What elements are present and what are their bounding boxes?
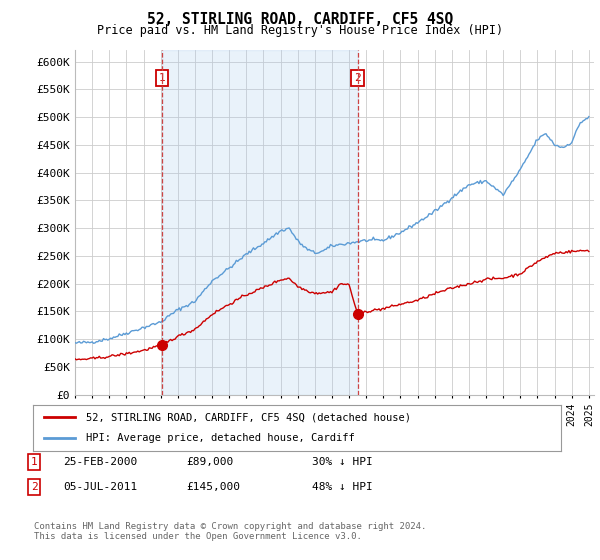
Text: 2: 2	[31, 482, 38, 492]
Text: £89,000: £89,000	[186, 457, 233, 467]
Text: 52, STIRLING ROAD, CARDIFF, CF5 4SQ: 52, STIRLING ROAD, CARDIFF, CF5 4SQ	[147, 12, 453, 27]
Text: Contains HM Land Registry data © Crown copyright and database right 2024.
This d: Contains HM Land Registry data © Crown c…	[34, 522, 427, 542]
Text: 48% ↓ HPI: 48% ↓ HPI	[312, 482, 373, 492]
Text: 52, STIRLING ROAD, CARDIFF, CF5 4SQ (detached house): 52, STIRLING ROAD, CARDIFF, CF5 4SQ (det…	[86, 412, 411, 422]
Text: 1: 1	[158, 73, 166, 83]
Text: 25-FEB-2000: 25-FEB-2000	[63, 457, 137, 467]
Text: 1: 1	[31, 457, 38, 467]
Text: 2: 2	[354, 73, 361, 83]
Text: HPI: Average price, detached house, Cardiff: HPI: Average price, detached house, Card…	[86, 433, 355, 444]
Text: 30% ↓ HPI: 30% ↓ HPI	[312, 457, 373, 467]
Bar	[162, 50, 358, 395]
Text: £145,000: £145,000	[186, 482, 240, 492]
Text: Price paid vs. HM Land Registry's House Price Index (HPI): Price paid vs. HM Land Registry's House …	[97, 24, 503, 36]
Text: 05-JUL-2011: 05-JUL-2011	[63, 482, 137, 492]
